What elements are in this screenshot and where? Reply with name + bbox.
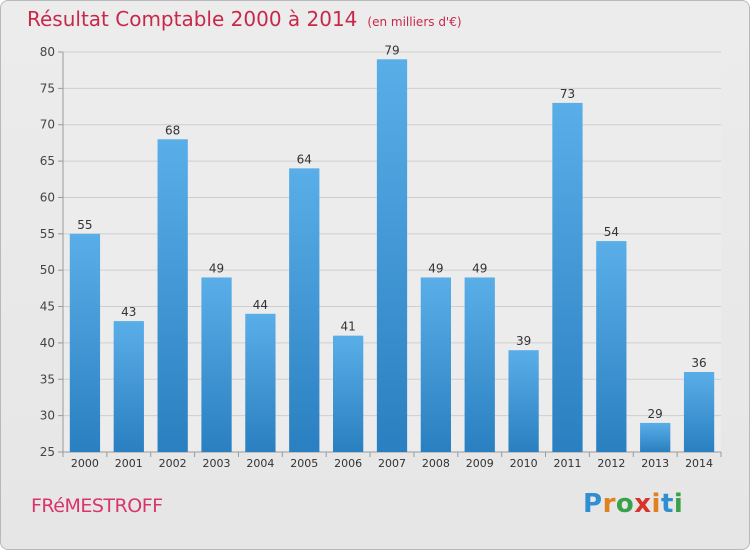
chart-title: Résultat Comptable 2000 à 2014 (en millie… <box>27 7 462 31</box>
data-label: 29 <box>648 407 663 421</box>
bar <box>245 313 276 452</box>
x-tick-label: 2006 <box>334 457 362 470</box>
x-tick-label: 2013 <box>641 457 669 470</box>
y-tick-label: 40 <box>40 336 55 350</box>
y-tick-label: 65 <box>40 154 55 168</box>
logo-letter: t <box>660 489 674 519</box>
x-tick-label: 2009 <box>466 457 494 470</box>
y-tick-label: 50 <box>40 263 55 277</box>
bar <box>113 321 144 452</box>
y-tick-label: 30 <box>40 409 55 423</box>
data-label: 49 <box>428 261 443 275</box>
data-label: 64 <box>297 152 312 166</box>
logo-letter: i <box>651 489 661 519</box>
bar <box>640 422 671 452</box>
data-label: 36 <box>691 356 706 370</box>
data-label: 73 <box>560 87 575 101</box>
bar <box>157 139 188 453</box>
data-label: 79 <box>384 43 399 57</box>
bar <box>376 59 408 452</box>
bar <box>596 241 627 452</box>
chart-subtitle: (en milliers d'€) <box>367 15 462 29</box>
x-tick-label: 2002 <box>159 457 187 470</box>
y-tick-label: 55 <box>40 227 55 241</box>
x-tick-label: 2000 <box>71 457 99 470</box>
x-tick-label: 2011 <box>553 457 581 470</box>
data-label: 54 <box>604 225 619 239</box>
data-label: 55 <box>77 218 92 232</box>
y-tick-label: 35 <box>40 372 55 386</box>
data-label: 49 <box>209 261 224 275</box>
bar <box>420 277 452 452</box>
y-tick-label: 60 <box>40 190 55 204</box>
bar <box>69 233 101 452</box>
logo-letter: x <box>634 489 652 519</box>
x-tick-label: 2007 <box>378 457 406 470</box>
x-tick-label: 2005 <box>290 457 318 470</box>
town-name: FRéMESTROFF <box>31 495 163 517</box>
x-tick-label: 2008 <box>422 457 450 470</box>
y-tick-label: 25 <box>40 445 55 459</box>
x-tick-label: 2012 <box>597 457 625 470</box>
x-tick-label: 2003 <box>203 457 231 470</box>
bar <box>552 102 583 452</box>
logo-letter: i <box>673 489 684 519</box>
data-label: 43 <box>121 305 136 319</box>
x-tick-label: 2014 <box>685 457 713 470</box>
x-tick-label: 2001 <box>115 457 143 470</box>
logo-letter: r <box>602 489 616 519</box>
data-label: 41 <box>340 320 355 334</box>
bar <box>508 350 539 452</box>
data-label: 49 <box>472 261 487 275</box>
y-tick-label: 70 <box>40 118 55 132</box>
y-tick-label: 75 <box>40 81 55 95</box>
data-label: 39 <box>516 334 531 348</box>
x-tick-label: 2004 <box>246 457 274 470</box>
bar <box>289 168 320 452</box>
bar <box>464 277 495 452</box>
bar <box>683 372 715 452</box>
x-tick-label: 2010 <box>510 457 538 470</box>
data-label: 44 <box>253 298 268 312</box>
data-label: 68 <box>165 123 180 137</box>
logo-letter: P <box>583 489 603 519</box>
bar <box>201 277 232 452</box>
chart-title-text: Résultat Comptable 2000 à 2014 <box>27 7 358 31</box>
y-tick-label: 45 <box>40 300 55 314</box>
proxiti-logo: Proxiti <box>583 489 683 519</box>
logo-letter: o <box>615 489 635 519</box>
y-tick-label: 80 <box>40 45 55 59</box>
bar <box>332 335 364 452</box>
